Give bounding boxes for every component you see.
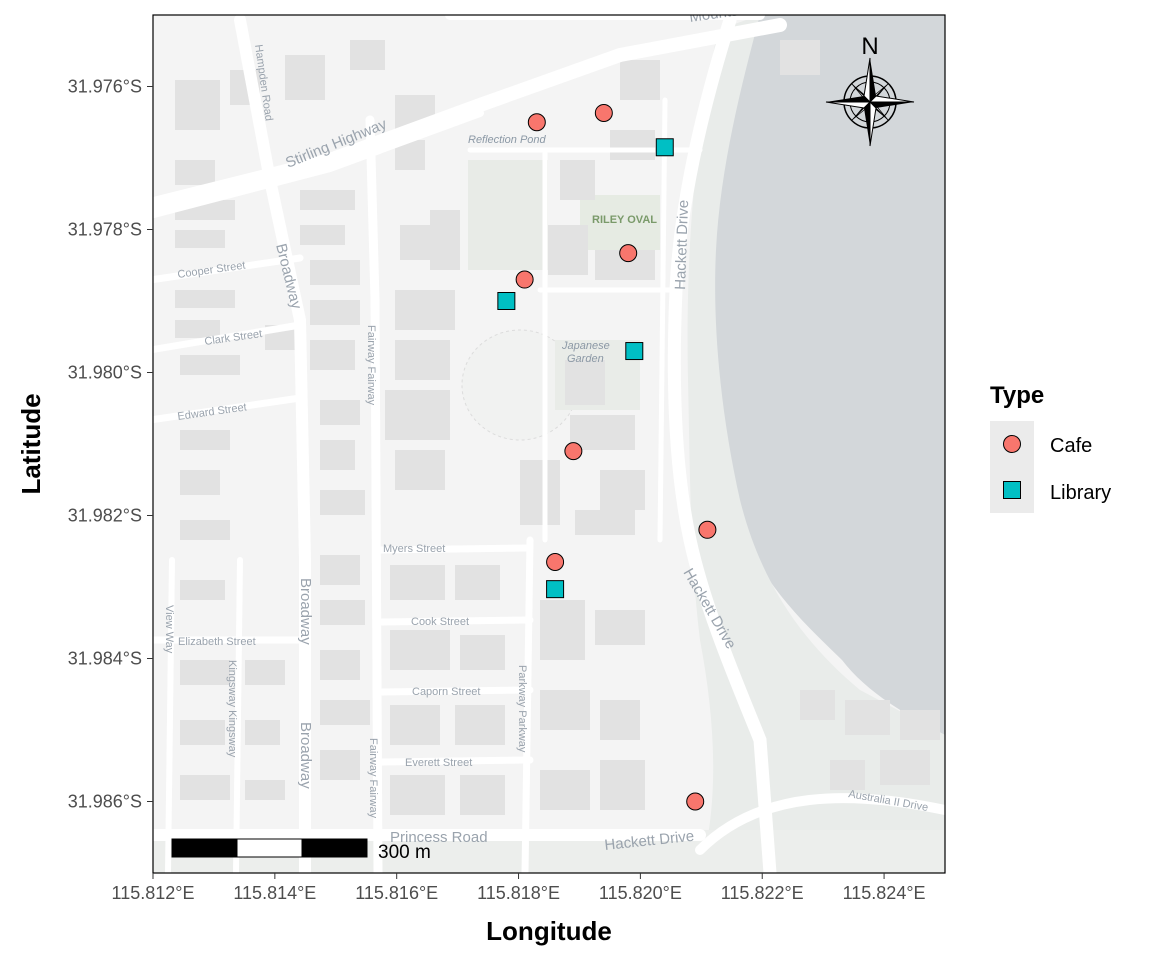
cafe-point [698,520,717,539]
x-tick-label: 115.816°E [355,883,438,903]
library-point [655,138,674,157]
x-axis: 115.812°E 115.814°E 115.816°E 115.818°E 115.… [112,873,926,903]
scale-bar-segment-2 [236,838,303,858]
x-tick-label: 115.824°E [843,883,926,903]
caporn-street-label: Caporn Street [412,686,480,698]
kingsway-label: Kingsway Kingsway [226,660,238,758]
scale-bar-label: 300 m [378,842,431,863]
myers-street-label: Myers Street [383,543,445,555]
roads [153,15,945,873]
y-tick-label: 31.982°S [68,506,142,526]
cafe-point [686,792,705,811]
everett-street-label: Everett Street [405,757,472,769]
scale-bar: 300 m [171,838,431,863]
legend-label-library: Library [1050,482,1111,504]
north-arrow: N [825,33,915,147]
y-tick-label: 31.978°S [68,220,142,240]
x-tick-label: 115.812°E [112,883,195,903]
legend-key-cafe [1003,435,1021,453]
hackett-drive-label-north: Hackett Drive [672,200,692,291]
cafe-point [564,442,583,461]
library-point [546,580,565,599]
library-point [625,342,644,361]
japanese-garden-label-line2: Garden [567,353,604,365]
y-axis-title: Latitude [16,393,46,494]
legend-key-library [1003,481,1021,499]
cafe-point [515,270,534,289]
foreshore-park [687,15,945,873]
x-axis-title: Longitude [486,916,612,946]
compass-star-cardinal [825,57,915,147]
legend-label-cafe: Cafe [1050,435,1092,457]
riley-oval [580,195,660,250]
cafe-point [594,103,613,122]
x-tick-label: 115.818°E [477,883,560,903]
broadway-label-mid: Broadway [297,578,314,645]
cafe-point [619,244,638,263]
princess-road-label: Princess Road [390,829,488,846]
x-tick-label: 115.822°E [721,883,804,903]
parkway-label: Parkway Parkway [516,665,528,753]
campus-lawn [468,160,548,270]
scale-bar-segment-3 [301,838,368,858]
library-point [497,292,516,310]
elizabeth-street-label: Elizabeth Street [178,636,256,648]
cafe-point [546,552,565,571]
x-tick-label: 115.820°E [599,883,682,903]
riley-oval-label: RILEY OVAL [592,214,657,226]
legend: Type Cafe Library [990,382,1111,513]
cafe-point [527,113,546,132]
basemap: Mounts Bay Stirling Highway Hampden Road… [153,0,945,873]
y-tick-label: 31.986°S [68,792,142,812]
cook-street-label: Cook Street [411,616,469,628]
japanese-garden-label-line1: Japanese [561,340,610,352]
reflection-pond-label: Reflection Pond [468,134,547,146]
y-tick-label: 31.980°S [68,363,142,383]
broadway-label-south: Broadway [297,722,314,789]
mounts-bay-label: Mounts Bay [688,0,769,26]
legend-title: Type [990,382,1044,409]
buildings [175,40,940,815]
y-axis: 31.976°S 31.978°S 31.980°S 31.982°S 31.984°S… [68,77,153,812]
panel-border [152,14,946,874]
scale-bar-segment-1 [171,838,238,858]
legend-key-background [990,421,1034,513]
data-points [497,103,717,811]
fairway-label-north: Fairway Fairway [365,325,377,406]
y-tick-label: 31.976°S [68,77,142,97]
view-way-label: View Way [163,605,175,654]
river-water [703,15,945,735]
y-tick-label: 31.984°S [68,649,142,669]
north-label: N [861,33,878,60]
fairway-label-south: Fairway Fairway [367,738,379,819]
x-tick-label: 115.814°E [233,883,316,903]
